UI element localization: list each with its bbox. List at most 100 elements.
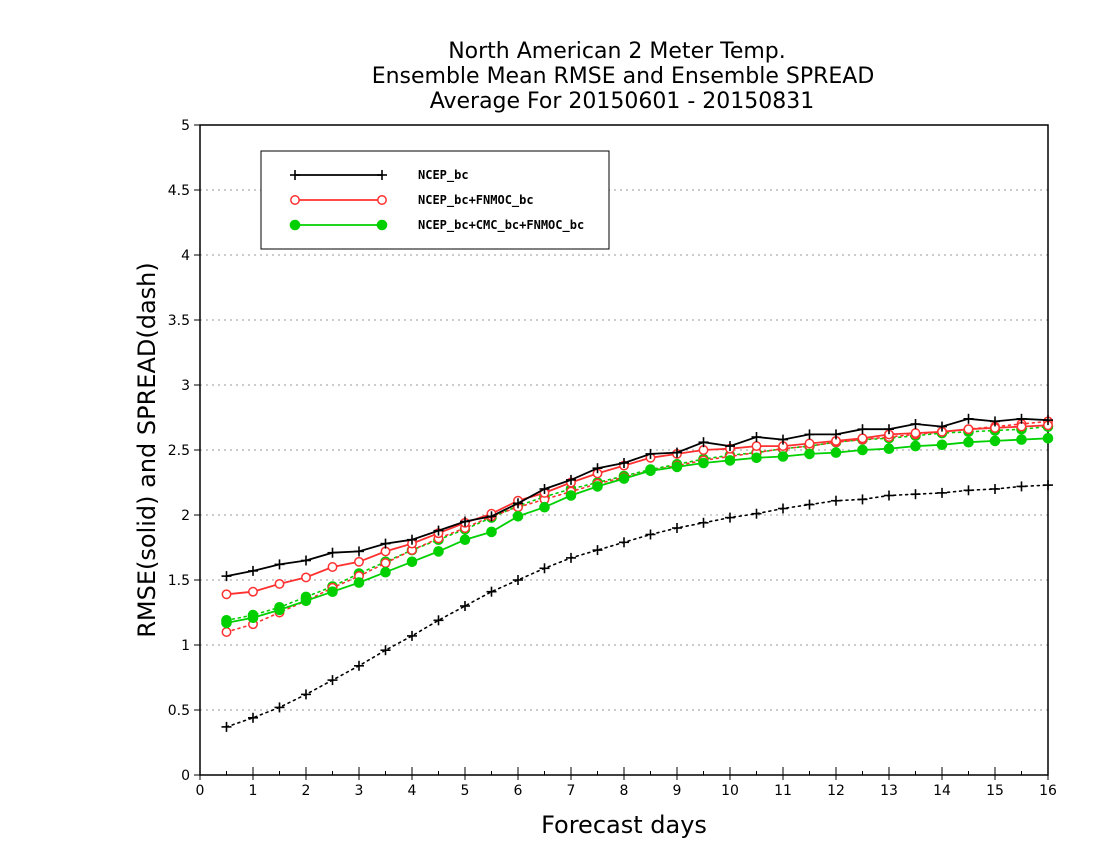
rmse-point [221,617,232,629]
spread-point [1043,480,1053,491]
rmse-point [274,559,285,570]
x-tick-label: 5 [461,783,470,799]
series-spread-0 [221,480,1053,732]
spread-point [539,563,550,574]
x-tick-label: 16 [1039,783,1057,799]
spread-point [778,503,788,514]
grid-lines [200,189,1048,711]
x-tick-label: 11 [774,783,792,799]
legend-item: NCEP_bc [290,168,469,183]
rmse-point [248,586,258,597]
rmse-point [221,571,232,582]
legend-marker [290,170,300,180]
spread-point [592,545,603,556]
spread-point [301,689,311,700]
legend-marker [290,195,300,205]
legend-label: NCEP_bc+CMC_bc+FNMOC_bc [418,218,584,233]
rmse-point [539,484,550,494]
x-tick-label: 7 [567,783,576,799]
rmse-point [301,555,311,566]
rmse-point [354,556,364,567]
rmse-point [671,461,683,473]
x-tick-label: 2 [302,783,311,799]
legend-label: NCEP_bc+FNMOC_bc [418,193,534,208]
rmse-point [327,562,338,572]
y-tick-label: 4.5 [168,183,190,199]
rmse-point [1042,433,1054,444]
spread-line [225,420,1049,633]
spread-point [1016,481,1027,492]
y-tick-label: 3.5 [168,313,190,329]
rmse-point [592,481,603,492]
legend-item: NCEP_bc+CMC_bc+FNMOC_bc [289,218,584,233]
rmse-point [804,448,815,460]
rmse-point [910,440,921,452]
rmse-point [274,578,285,589]
x-tick-label: 8 [620,783,629,799]
rmse-point [486,511,497,522]
rmse-point [777,451,789,462]
y-tick-label: 2.5 [168,443,190,459]
rmse-point [857,424,868,435]
rmse-point [936,439,948,451]
rmse-point [433,525,444,536]
y-axis-label: RMSE(solid) and SPREAD(dash) [133,262,161,638]
legend-item: NCEP_bc+FNMOC_bc [290,193,534,208]
rmse-point [513,498,523,509]
spread-point [566,552,576,563]
rmse-point [274,604,285,616]
axis-ticks: 00.511.522.533.544.550 1 2 3 4 5 6 7 8 9 10 11 12 13 1… [168,118,1057,799]
rmse-point [778,434,788,445]
chart-title: North American 2 Meter Temp. Ensemble Me… [372,39,875,114]
series-rmse-2 [221,433,1054,629]
rmse-point [910,428,921,439]
series-rmse-0 [221,413,1053,582]
rmse-line [226,437,1049,624]
rmse-point [963,436,974,448]
spread-line [225,425,1049,622]
x-tick-label: 3 [355,783,364,799]
x-tick-label: 15 [986,783,1004,799]
rmse-point [300,595,312,607]
spread-point [619,537,629,548]
rmse-point [301,572,311,583]
spread-point [274,702,285,713]
legend-marker [289,219,301,231]
rmse-point [539,501,550,513]
spread-point [354,660,364,671]
x-tick-label: 14 [933,783,951,799]
spread-point [407,630,417,641]
spread-point [884,490,894,501]
rmse-point [486,526,497,538]
y-tick-label: 0 [181,768,190,784]
chart-title-line-1: North American 2 Meter Temp. [448,39,786,64]
legend-marker [376,219,388,231]
x-axis-label: Forecast days [541,811,707,839]
x-tick-label: 0 [196,783,205,799]
rmse-point [1016,413,1027,424]
x-tick-label: 10 [721,783,739,799]
x-tick-label: 1 [249,783,258,799]
spread-point [804,499,815,510]
rmse-point [248,565,258,576]
spread-point [910,489,921,500]
rmse-point [1043,415,1053,426]
rmse-point [725,441,735,452]
rmse-point [327,586,338,598]
x-tick-label: 6 [514,783,523,799]
spread-point [672,523,682,533]
spread-point [645,529,656,540]
spread-point [380,645,391,656]
rmse-point [406,556,418,568]
legend: NCEP_bc NCEP_bc+FNMOC_bc NCEP_bc+CMC_bc+FN… [260,150,610,250]
rmse-point [963,413,974,424]
spread-point [698,517,709,528]
rmse-point [857,433,868,444]
rmse-point [698,457,709,469]
spread-point [857,494,868,505]
series-spread-2 [221,421,1054,626]
chart-title-line-2: Ensemble Mean RMSE and Ensemble SPREAD [372,64,875,89]
rmse-point [565,490,577,501]
rmse-point [989,435,1001,447]
